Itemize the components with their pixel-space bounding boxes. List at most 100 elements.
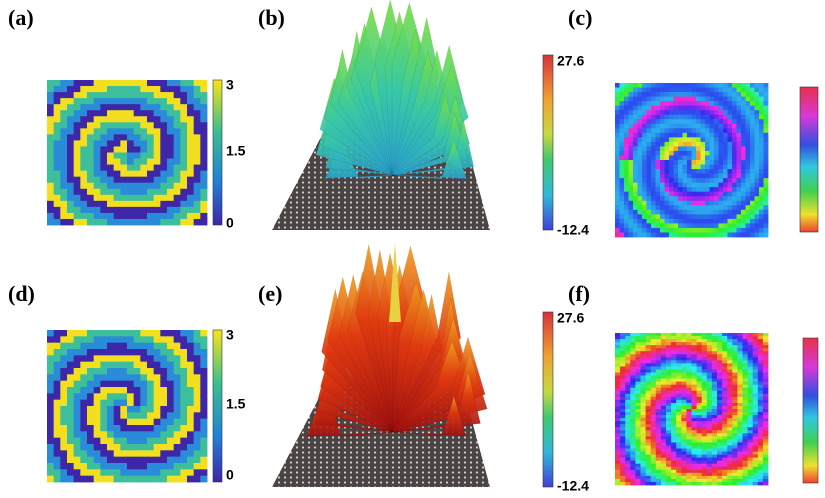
pixel [635, 342, 641, 346]
pixel [700, 105, 706, 111]
pixel [67, 374, 75, 382]
pixel [160, 444, 168, 451]
pixel [630, 421, 636, 425]
pixel [691, 223, 697, 229]
pixel [718, 114, 724, 120]
pixel [633, 128, 638, 134]
pixel [714, 160, 719, 165]
pixel [671, 360, 677, 364]
pixel [727, 415, 733, 419]
pixel [763, 110, 769, 116]
pixel [160, 146, 168, 153]
pixel [691, 421, 697, 425]
pixel [650, 472, 657, 477]
pixel [759, 200, 764, 206]
pixel [140, 92, 148, 99]
pixel [737, 333, 743, 337]
pixel [686, 460, 692, 465]
pixel [80, 140, 88, 147]
pixel [80, 218, 88, 226]
pixel [53, 128, 61, 135]
pixel [691, 442, 697, 446]
pixel [73, 380, 81, 388]
pixel [664, 214, 670, 220]
pixel [651, 173, 656, 179]
pixel [87, 450, 95, 458]
pixel [700, 182, 706, 188]
pixel [67, 134, 75, 141]
pixel [757, 366, 764, 370]
pixel [669, 209, 674, 215]
pixel [640, 415, 646, 419]
pixel [655, 457, 662, 462]
pixel [615, 164, 620, 170]
pixel [167, 134, 175, 141]
pixel [718, 160, 724, 165]
pixel [717, 478, 723, 483]
pixel [711, 424, 718, 428]
pixel [757, 454, 764, 459]
pixel [127, 158, 135, 165]
pixel [737, 433, 743, 437]
pixel [682, 137, 688, 143]
pixel [686, 454, 692, 459]
pixel [67, 380, 75, 388]
pixel [732, 460, 738, 465]
pixel [655, 454, 662, 459]
pixel [60, 475, 68, 483]
pixel [664, 105, 670, 111]
pixel [718, 83, 724, 88]
pixel [60, 336, 68, 344]
pixel [87, 437, 95, 445]
pixel [100, 140, 108, 147]
pixel [752, 460, 759, 465]
pixel [709, 218, 715, 224]
pixel [127, 463, 135, 470]
pixel [646, 232, 652, 238]
pixel [737, 393, 743, 398]
pixel [660, 182, 665, 188]
pixel [763, 101, 769, 107]
pixel [80, 86, 88, 93]
pixel [625, 360, 631, 364]
pixel [669, 196, 674, 202]
pixel [736, 232, 742, 238]
pixel [705, 173, 710, 179]
pixel [67, 92, 75, 99]
pixel [655, 463, 662, 468]
pixel [706, 466, 713, 471]
pixel [127, 206, 135, 214]
pixel [714, 110, 719, 116]
pixel [678, 187, 683, 193]
pixel [682, 187, 688, 193]
pixel [640, 342, 646, 346]
pixel [193, 170, 201, 178]
pixel [686, 372, 692, 376]
pixel [650, 466, 657, 471]
pixel [717, 381, 723, 386]
pixel [686, 393, 692, 398]
pixel [742, 409, 748, 413]
pixel [615, 160, 620, 165]
pixel [624, 96, 629, 102]
pixel [53, 176, 61, 184]
pixel [717, 472, 723, 477]
pixel [762, 460, 769, 465]
pixel [73, 444, 81, 451]
pixel [706, 378, 713, 383]
pixel [640, 402, 646, 407]
pixel [727, 457, 733, 462]
pixel [120, 330, 128, 337]
pixel [625, 475, 631, 480]
pixel [705, 150, 710, 156]
pixel [676, 430, 682, 434]
pixel [615, 469, 621, 474]
pixel [640, 451, 646, 455]
pixel [167, 406, 175, 413]
pixel [686, 342, 692, 346]
pixel [723, 191, 728, 197]
pixel [671, 369, 677, 373]
pixel [133, 374, 141, 382]
pixel [757, 360, 764, 364]
